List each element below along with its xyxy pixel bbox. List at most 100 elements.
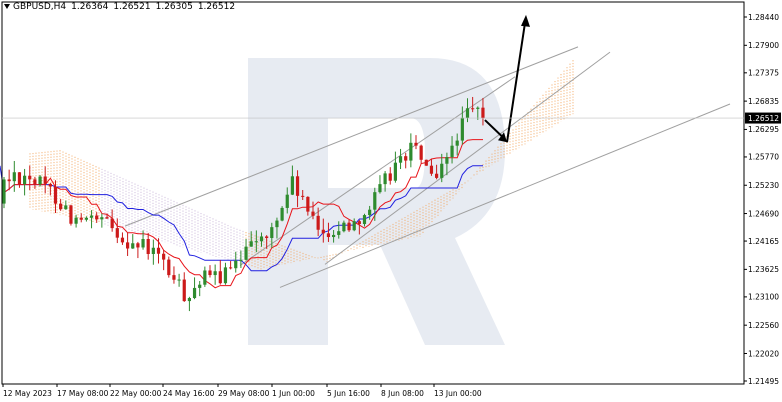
candle	[203, 266, 207, 287]
candle-body	[136, 243, 140, 248]
candle	[105, 213, 109, 219]
candle-body	[465, 108, 470, 118]
candle-body	[347, 222, 351, 231]
candle	[471, 96, 475, 113]
candle-body	[187, 298, 191, 302]
candle-body	[126, 242, 130, 249]
y-tick-label: 1.23100	[748, 293, 779, 302]
candle	[383, 171, 387, 192]
open-value: 1.26364	[71, 2, 109, 12]
candle-body	[280, 207, 284, 221]
candle	[445, 152, 449, 176]
candle-body	[419, 145, 423, 160]
candle	[398, 148, 403, 170]
candle	[223, 262, 228, 285]
current-price-tag	[745, 112, 781, 124]
y-tick-label: 1.26295	[748, 125, 779, 134]
candle-body	[398, 156, 403, 163]
candle-body	[270, 227, 274, 239]
candle	[481, 97, 485, 126]
candle-body	[424, 159, 428, 166]
forecast-arrows	[484, 14, 530, 143]
collapse-triangle-icon[interactable]	[4, 4, 10, 9]
candle-body	[151, 247, 155, 255]
candle	[265, 235, 269, 249]
candle-body	[368, 209, 372, 216]
candle	[368, 205, 372, 220]
x-tick-label: 22 May 00:00	[110, 389, 162, 398]
candle-body	[254, 241, 258, 243]
candle-body	[249, 241, 253, 247]
candle	[352, 218, 356, 232]
plot-frame	[1, 1, 745, 385]
y-tick-label: 1.25770	[748, 153, 779, 162]
candle	[48, 183, 52, 196]
candle	[182, 272, 186, 302]
channel-upper-outer	[124, 46, 579, 227]
candle-body	[120, 237, 125, 243]
candle-body	[229, 267, 233, 269]
candle-body	[146, 239, 150, 255]
candle-body	[17, 172, 22, 185]
candle	[460, 106, 464, 145]
candle	[151, 239, 155, 265]
symbol-name: GBPUSD,H4	[13, 2, 67, 12]
candle-body	[450, 145, 454, 158]
candle-body	[234, 260, 238, 269]
candle	[131, 234, 135, 249]
tenkan-sen-line	[3, 139, 483, 289]
candle	[373, 187, 377, 221]
candle	[136, 241, 140, 259]
candle-body	[48, 183, 52, 187]
candle	[162, 250, 166, 271]
candle	[59, 199, 63, 211]
y-tick-label: 1.21495	[748, 377, 779, 386]
candle-body	[311, 211, 315, 216]
x-tick-label: 17 May 08:00	[57, 389, 109, 398]
candle	[234, 251, 238, 273]
candle	[38, 175, 42, 187]
candle-body	[203, 270, 207, 285]
candle	[254, 230, 258, 253]
candle-body	[414, 142, 418, 146]
candle-body	[460, 117, 464, 141]
candle	[275, 217, 279, 239]
candle-body	[388, 173, 392, 181]
candle-body	[131, 243, 135, 249]
candle-body	[337, 231, 341, 235]
candle-body	[223, 267, 228, 284]
candle-body	[53, 186, 58, 204]
candle-body	[316, 215, 320, 230]
x-tick-label: 8 Jun 08:00	[381, 389, 424, 398]
y-tick-label: 1.27900	[748, 41, 779, 50]
candle-body	[100, 217, 104, 220]
candle-body	[69, 205, 73, 224]
candle-body	[38, 176, 42, 185]
candle-body	[110, 218, 114, 229]
candle	[259, 232, 264, 247]
candle-body	[172, 275, 176, 280]
arrow-up-head-icon	[521, 14, 530, 27]
y-tick-label: 1.22020	[748, 349, 779, 358]
candle	[126, 232, 130, 257]
candle	[141, 230, 145, 250]
candle-body	[342, 222, 346, 232]
candle	[311, 201, 315, 220]
candle	[476, 106, 480, 120]
candle-body	[476, 107, 480, 109]
candle	[244, 238, 248, 261]
candle-body	[79, 217, 83, 220]
candle-body	[213, 271, 217, 276]
y-tick-label: 1.28440	[748, 13, 779, 22]
candle	[342, 220, 346, 233]
candle	[414, 135, 418, 150]
candle-body	[59, 203, 63, 210]
x-tick-label: 1 Jun 00:00	[272, 389, 315, 398]
candle-body	[84, 217, 88, 220]
candle	[229, 261, 233, 270]
candle	[435, 164, 439, 180]
candle	[239, 250, 243, 268]
candle	[326, 222, 331, 242]
trend-lines	[124, 46, 731, 288]
